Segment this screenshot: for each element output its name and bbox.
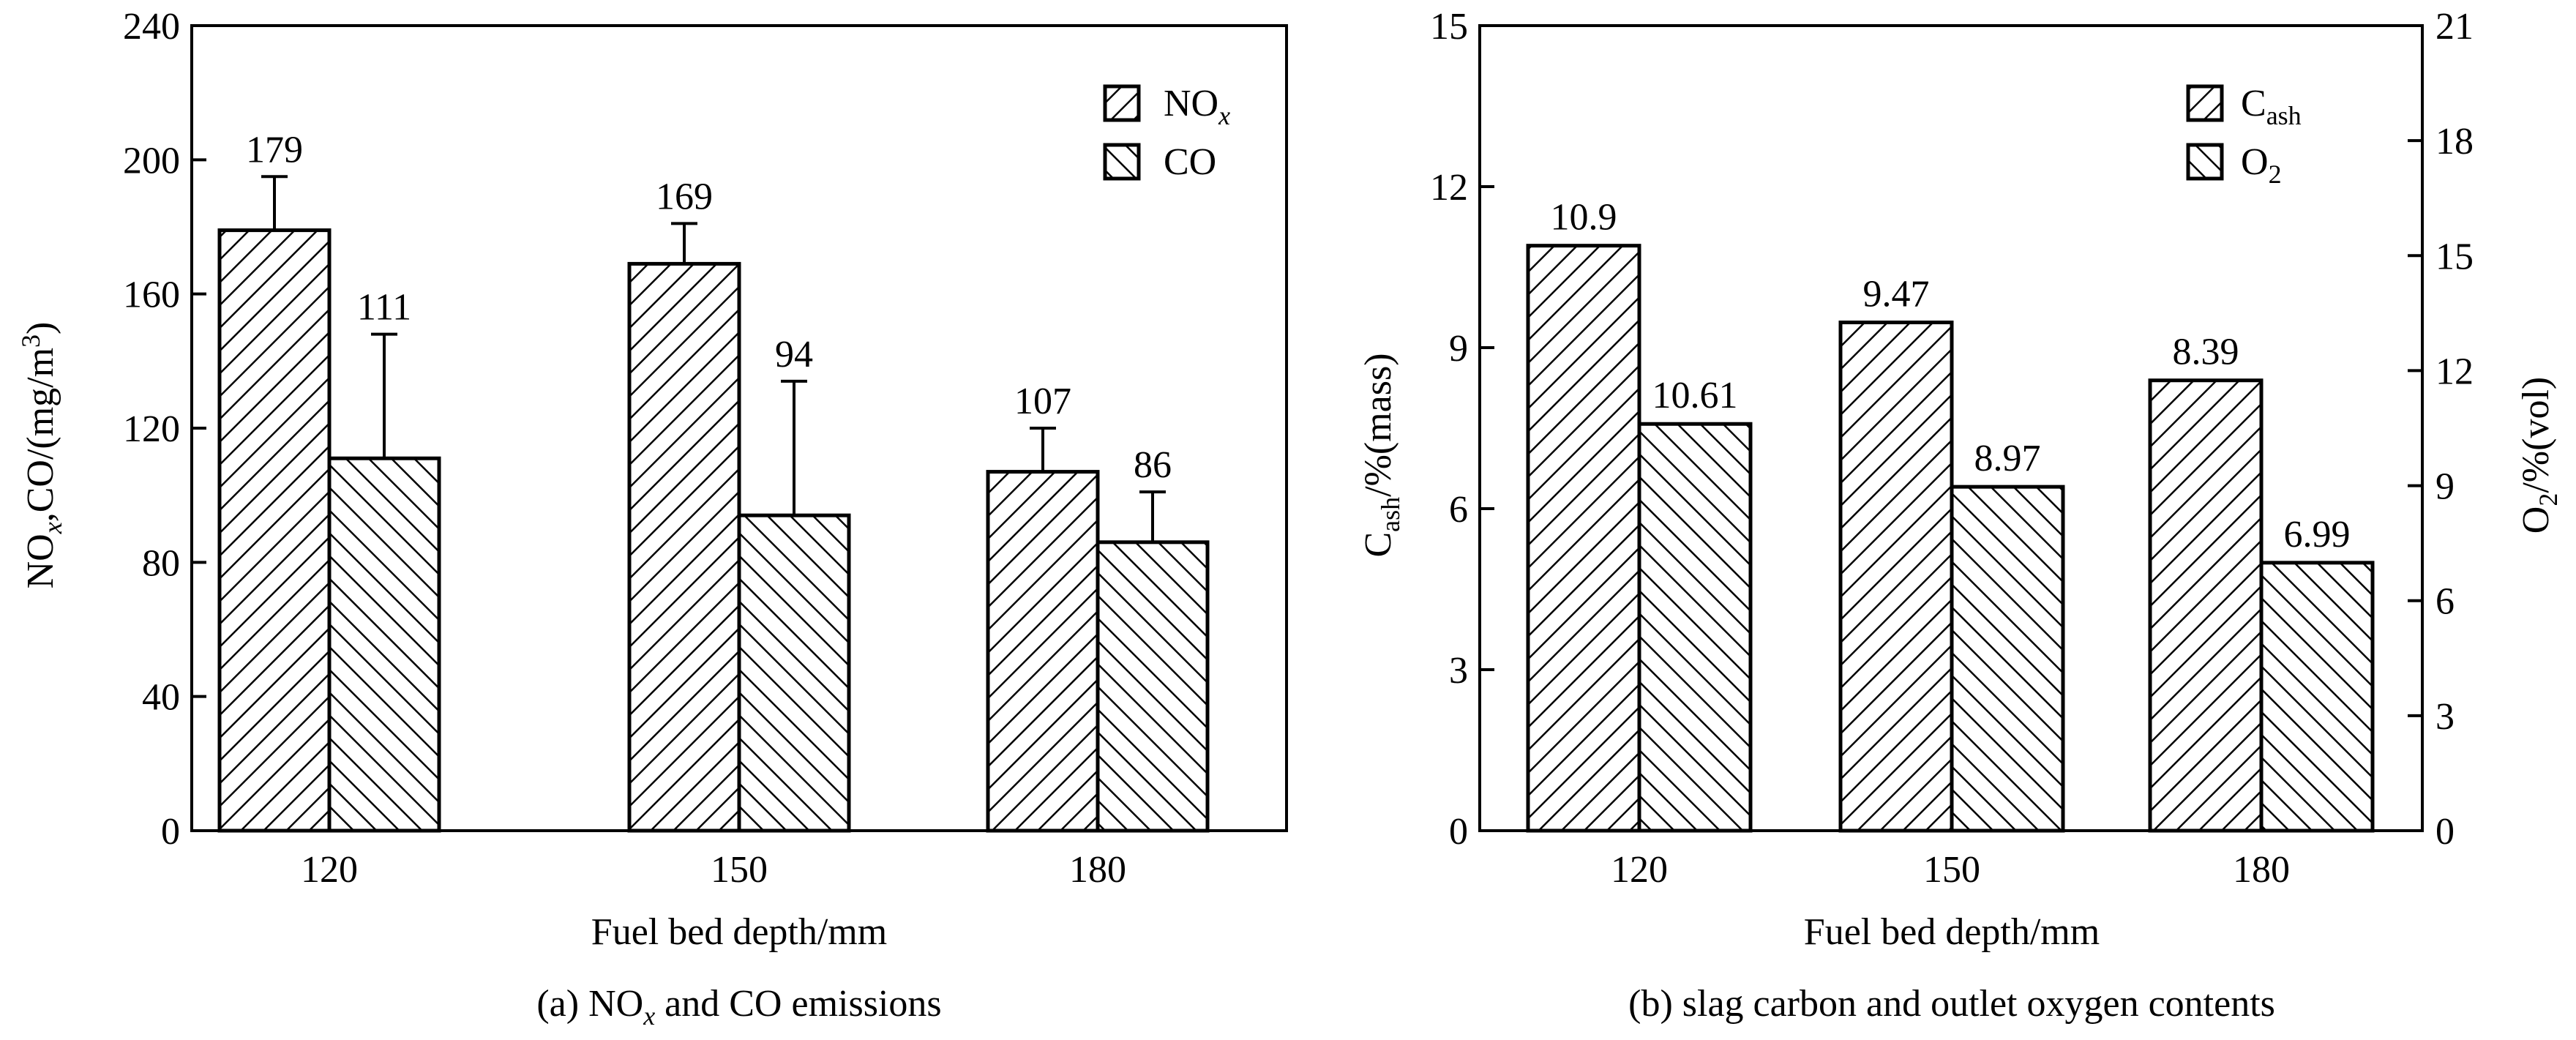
y-right-tick-label: 18 [2435, 121, 2474, 162]
bar-cash-150 [1838, 321, 1954, 833]
y-left-tick-label: 9 [1449, 328, 1468, 370]
data-label: 179 [246, 129, 303, 171]
y-left-tick-label: 12 [1430, 167, 1468, 209]
y-axis-title-part: ,CO/(mg/m [20, 348, 61, 522]
y-axis-title-part: ) [20, 322, 61, 334]
y-tick-label: 240 [123, 6, 180, 48]
y-tick-label: 0 [161, 811, 180, 853]
y-tick-label: 160 [123, 274, 180, 316]
legend-swatch-co [1103, 143, 1141, 181]
figure-caption: (a) NOx and CO emissions [536, 983, 941, 1030]
bar-co-150 [737, 513, 851, 833]
y-left-tick-label: 6 [1449, 489, 1468, 531]
legend-label-cash: Cash [2241, 83, 2302, 130]
x-tick-label: 180 [2233, 849, 2290, 891]
legend-swatch-cash [2186, 84, 2224, 122]
data-label: 10.9 [1551, 197, 1617, 239]
y-right-tick-label: 15 [2435, 236, 2474, 277]
y-left-tick-label: 15 [1430, 6, 1468, 48]
data-label: 6.99 [2284, 514, 2351, 555]
caption-prefix: (a) NO [536, 983, 643, 1025]
legend-label-o2: O2 [2241, 141, 2282, 189]
y-right-tick-label: 12 [2435, 351, 2474, 392]
y-axis-title-sup: 3 [16, 334, 45, 348]
data-label: 8.97 [1974, 438, 2041, 479]
bar-nox-120 [217, 228, 332, 833]
bar-o2-120 [1637, 422, 1753, 833]
y-left-tick-label: 3 [1449, 650, 1468, 692]
chart-nox-co-emissions: 179 169 107 111 94 86 0 40 80 120 160 200 240 120 150… [16, 6, 1288, 1030]
legend-label-co: CO [1164, 141, 1216, 183]
y-axis-title: NOx,CO/(mg/m3) [16, 322, 67, 589]
bar-o2-150 [1950, 485, 2065, 833]
x-tick-label: 120 [1611, 849, 1668, 891]
bar-cash-120 [1526, 244, 1641, 833]
data-label: 169 [656, 176, 713, 217]
y-axis-right-title: O2/%(vol) [2515, 377, 2563, 534]
data-label: 111 [357, 287, 411, 329]
caption-suffix: and CO emissions [655, 983, 941, 1025]
y-right-tick-label: 0 [2435, 811, 2455, 853]
legend-label-nox: NOx [1164, 83, 1230, 130]
x-axis-title: Fuel bed depth/mm [1804, 911, 2100, 953]
bar-co-120 [327, 456, 441, 833]
x-tick-label: 120 [301, 849, 358, 891]
y-axis-title-part: NO [20, 534, 61, 588]
y-right-tick-label: 3 [2435, 696, 2455, 738]
bar-cash-180 [2148, 378, 2264, 833]
bar-o2-180 [2259, 561, 2375, 833]
y-right-tick-label: 21 [2435, 6, 2474, 48]
legend-swatch-o2 [2186, 143, 2224, 181]
data-label: 10.61 [1652, 375, 1738, 416]
y-right-tick-label: 6 [2435, 581, 2455, 623]
data-label: 86 [1134, 444, 1172, 486]
x-tick-label: 150 [711, 849, 768, 891]
data-label: 94 [775, 334, 813, 375]
y-tick-label: 80 [142, 542, 180, 584]
x-axis-title: Fuel bed depth/mm [591, 911, 887, 953]
x-tick-label: 180 [1069, 849, 1126, 891]
caption-subscript: x [643, 1001, 655, 1030]
legend-swatch-nox [1103, 84, 1141, 122]
y-left-tick-label: 0 [1449, 811, 1468, 853]
data-label: 9.47 [1863, 274, 1930, 315]
y-tick-label: 40 [142, 677, 180, 719]
figure-caption: (b) slag carbon and outlet oxygen conten… [1628, 983, 2275, 1025]
data-label: 8.39 [2173, 332, 2239, 373]
y-tick-label: 200 [123, 140, 180, 182]
y-axis-title-sub: x [38, 522, 67, 534]
data-label: 107 [1014, 381, 1071, 422]
y-right-tick-label: 9 [2435, 466, 2455, 508]
y-tick-label: 120 [123, 408, 180, 450]
y-axis-left-title: Cash/%(mass) [1358, 353, 1405, 557]
x-tick-label: 150 [1923, 849, 1980, 891]
